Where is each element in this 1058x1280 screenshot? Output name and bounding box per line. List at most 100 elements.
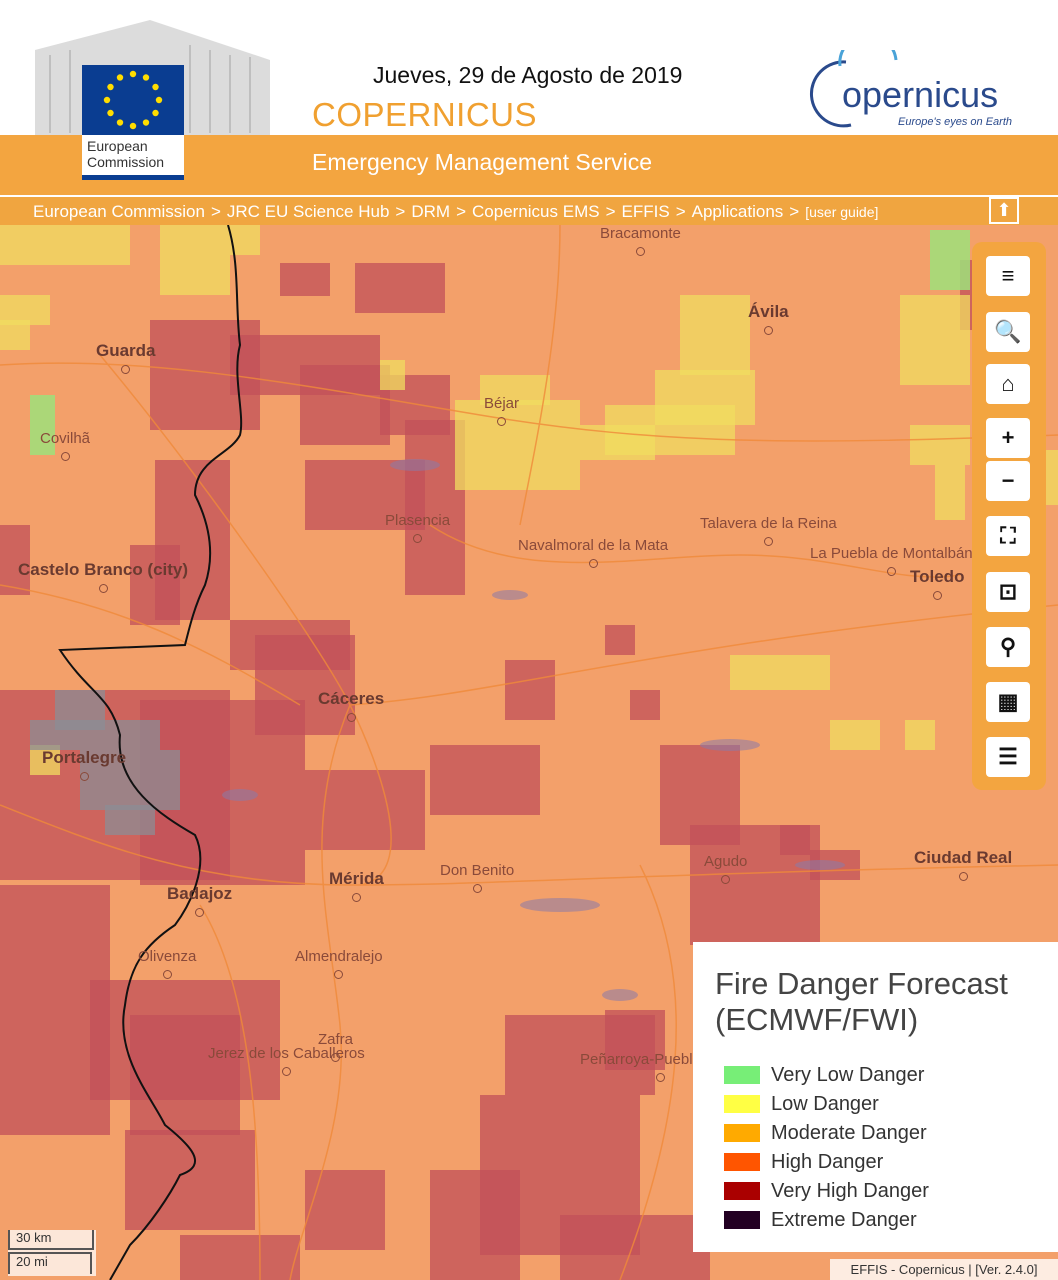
zoom-in-button[interactable]: + [986, 418, 1030, 458]
city-marker-icon [635, 247, 645, 256]
city-label: Mérida [329, 870, 384, 906]
breadcrumb-link[interactable]: JRC EU Science Hub [226, 202, 390, 221]
road-line [99, 354, 392, 886]
copernicus-logo[interactable]: opernicus Europe's eyes on Earth [806, 50, 1036, 135]
breadcrumb-link[interactable]: EFFIS [621, 202, 670, 221]
legend-swatch [724, 1182, 760, 1200]
legend-list-button[interactable]: ☰ [986, 737, 1030, 777]
copernicus-logo-word: opernicus [842, 74, 999, 115]
very-high-danger-cell [560, 1215, 710, 1280]
city-label: Portalegre [42, 749, 126, 785]
road-line [349, 604, 1058, 706]
city-label: La Puebla de Montalbán [810, 545, 973, 581]
breadcrumb-link[interactable]: European Commission [33, 202, 205, 221]
city-label: Almendralejo [295, 948, 383, 984]
breadcrumb-link[interactable]: DRM [411, 202, 451, 221]
very-high-danger-cell [130, 1015, 240, 1135]
no-data-cell [105, 805, 155, 835]
city-marker-icon [79, 772, 89, 781]
ec-logo-line1: European [87, 138, 148, 154]
city-label: Béjar [484, 395, 519, 431]
breadcrumb-separator: > [456, 202, 467, 221]
zoom-out-button[interactable]: − [986, 461, 1030, 501]
city-name: Talavera de la Reina [700, 515, 837, 532]
city-marker-icon [588, 559, 598, 568]
attribution[interactable]: EFFIS - Copernicus | [Ver. 2.4.0] [830, 1259, 1058, 1280]
very-high-danger-cell [605, 1010, 665, 1070]
city-name: Bracamonte [600, 225, 681, 242]
road-line [0, 804, 1058, 886]
very-high-danger-cell [505, 660, 555, 720]
scroll-top-button[interactable]: ⬆ [989, 197, 1019, 224]
city-marker-icon [346, 713, 356, 722]
low-danger-cell [730, 655, 830, 690]
very-high-danger-cell [125, 1130, 255, 1230]
very-high-danger-cell [130, 545, 180, 625]
city-label: Ciudad Real [914, 849, 1012, 885]
very-low-danger-cell [930, 230, 970, 290]
country-border-line [58, 225, 243, 1280]
home-button[interactable]: ⌂ [986, 364, 1030, 404]
city-marker-icon [60, 452, 70, 461]
very-high-danger-cell [355, 263, 445, 313]
fit-extent-icon: ⊡ [998, 579, 1018, 604]
page-header: European Commission Jueves, 29 de Agosto… [0, 0, 1058, 180]
fire-danger-map[interactable]: Bracamonte Ávila Guarda Béjar Covilhã Plasenc… [0, 225, 1058, 1280]
legend-list-icon: ☰ [998, 744, 1018, 769]
fit-extent-button[interactable]: ⊡ [986, 572, 1030, 612]
city-name: Guarda [96, 341, 156, 360]
low-danger-cell [230, 225, 260, 255]
city-marker-icon [195, 908, 205, 917]
city-marker-icon [351, 893, 361, 902]
reservoir-shape [602, 989, 638, 1001]
map-canvas[interactable] [0, 225, 1058, 1280]
low-danger-cell [480, 375, 550, 405]
breadcrumb-separator: > [395, 202, 406, 221]
search-icon: 🔍 [994, 319, 1022, 344]
very-high-danger-cell [605, 625, 635, 655]
city-label: Bracamonte [600, 225, 681, 261]
fullscreen-button[interactable]: ⛶ [986, 516, 1030, 556]
map-toolbar: ≡ 🔍 ⌂ + − ⛶ ⊡ ⚲ ▦ ☰ [972, 242, 1046, 790]
city-marker-icon [497, 417, 507, 426]
road-line [0, 584, 301, 706]
home-icon: ⌂ [1001, 371, 1015, 396]
breadcrumb-link[interactable]: Applications [691, 202, 784, 221]
legend-label: Extreme Danger [771, 1209, 917, 1231]
city-label: Agudo [704, 853, 747, 889]
breadcrumb-link[interactable]: Copernicus EMS [472, 202, 600, 221]
search-button[interactable]: 🔍 [986, 312, 1030, 352]
city-marker-icon [932, 591, 942, 600]
user-guide-link[interactable]: [user guide] [805, 204, 879, 220]
road-line [519, 225, 561, 526]
menu-button[interactable]: ≡ [986, 256, 1030, 296]
city-marker-icon [763, 537, 773, 546]
low-danger-cell [0, 320, 30, 350]
city-label: Navalmoral de la Mata [518, 537, 668, 573]
reservoir-shape [222, 789, 258, 801]
city-name: Castelo Branco (city) [18, 560, 189, 579]
road-line [0, 362, 1058, 442]
city-name: Jerez de los Caballeros [208, 1045, 365, 1062]
location-pin-button[interactable]: ⚲ [986, 627, 1030, 667]
very-high-danger-cell [305, 770, 425, 850]
scale-km: 30 km [8, 1230, 94, 1250]
reservoir-shape [492, 590, 528, 600]
city-name: Plasencia [385, 512, 451, 529]
legend-label: Very Low Danger [771, 1064, 925, 1086]
layers-grid-button[interactable]: ▦ [986, 682, 1030, 722]
legend-swatch [724, 1066, 760, 1084]
city-name: Portalegre [42, 748, 127, 767]
very-high-danger-cell [180, 1235, 300, 1280]
city-name: Olivenza [138, 948, 197, 965]
city-marker-icon [656, 1073, 666, 1082]
low-danger-cell [830, 720, 880, 750]
legend-label: Moderate Danger [771, 1122, 927, 1144]
city-name: Badajoz [167, 884, 233, 903]
low-danger-cell [905, 720, 935, 750]
european-commission-logo[interactable]: European Commission [30, 15, 275, 180]
city-label: Guarda [96, 342, 156, 378]
low-danger-cell [935, 465, 965, 520]
breadcrumb-separator: > [789, 202, 800, 221]
city-name: Zafra [318, 1031, 354, 1048]
